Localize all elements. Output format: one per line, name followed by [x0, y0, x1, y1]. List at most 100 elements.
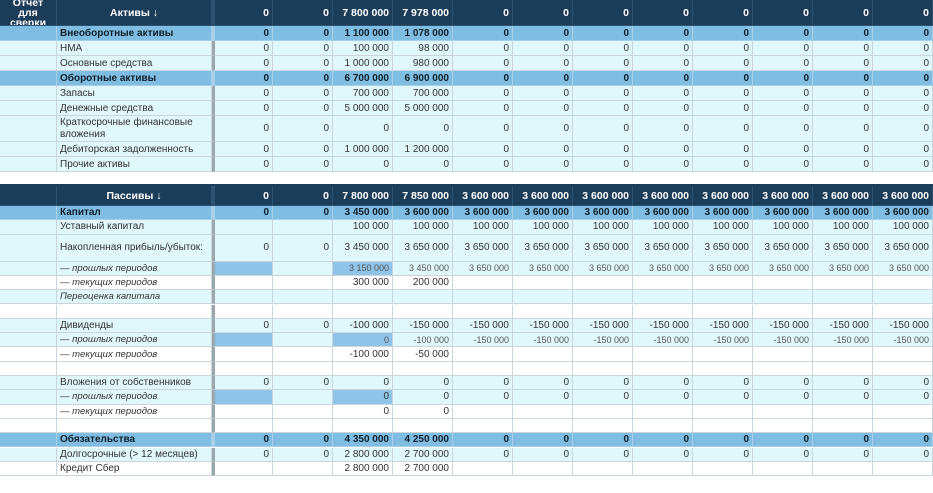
value-cell[interactable]: 3 650 000: [513, 234, 573, 262]
value-cell[interactable]: -150 000: [873, 333, 933, 348]
value-cell[interactable]: -50 000: [393, 347, 453, 362]
value-cell[interactable]: 0: [873, 157, 933, 172]
value-cell[interactable]: 0: [273, 0, 333, 26]
value-cell[interactable]: 0: [273, 186, 333, 206]
value-cell[interactable]: -150 000: [513, 318, 573, 334]
value-cell[interactable]: [753, 404, 813, 419]
value-cell[interactable]: 100 000: [633, 220, 693, 235]
value-cell[interactable]: 3 600 000: [873, 186, 933, 206]
value-cell[interactable]: [273, 390, 333, 405]
value-cell[interactable]: [873, 404, 933, 419]
value-cell[interactable]: 0: [212, 71, 273, 86]
value-cell[interactable]: 0: [513, 447, 573, 462]
value-cell[interactable]: 3 650 000: [633, 261, 693, 276]
value-cell[interactable]: 6 900 000: [393, 71, 453, 86]
value-cell[interactable]: -150 000: [753, 318, 813, 334]
value-cell[interactable]: 6 700 000: [333, 71, 393, 86]
value-cell[interactable]: [273, 461, 333, 477]
value-cell[interactable]: 0: [333, 333, 393, 348]
value-cell[interactable]: 0: [693, 157, 753, 172]
value-cell[interactable]: 0: [693, 86, 753, 101]
value-cell[interactable]: [753, 361, 813, 376]
value-cell[interactable]: 0: [873, 390, 933, 405]
value-cell[interactable]: 0: [393, 116, 453, 142]
value-cell[interactable]: [273, 261, 333, 276]
value-cell[interactable]: 0: [753, 86, 813, 101]
value-cell[interactable]: [212, 220, 273, 235]
section-header-label[interactable]: Пассивы ↓: [57, 186, 212, 206]
value-cell[interactable]: -150 000: [693, 333, 753, 348]
value-cell[interactable]: 1 000 000: [333, 142, 393, 157]
value-cell[interactable]: 3 600 000: [633, 206, 693, 221]
value-cell[interactable]: 3 650 000: [693, 234, 753, 262]
value-cell[interactable]: [212, 418, 273, 434]
value-cell[interactable]: 100 000: [333, 220, 393, 235]
value-cell[interactable]: 0: [453, 390, 513, 405]
value-cell[interactable]: 0: [573, 86, 633, 101]
value-cell[interactable]: [813, 418, 873, 434]
value-cell[interactable]: 0: [393, 157, 453, 172]
value-cell[interactable]: 980 000: [393, 56, 453, 71]
value-cell[interactable]: 3 650 000: [453, 261, 513, 276]
row-label[interactable]: Внеоборотные активы: [57, 26, 212, 41]
value-cell[interactable]: 0: [573, 56, 633, 71]
value-cell[interactable]: 0: [633, 390, 693, 405]
value-cell[interactable]: 0: [573, 433, 633, 448]
value-cell[interactable]: 7 978 000: [393, 0, 453, 26]
value-cell[interactable]: [633, 275, 693, 291]
row-marker-cell[interactable]: [0, 433, 57, 448]
value-cell[interactable]: 0: [813, 56, 873, 71]
value-cell[interactable]: 0: [453, 157, 513, 172]
value-cell[interactable]: 0: [873, 101, 933, 116]
value-cell[interactable]: 0: [633, 71, 693, 86]
value-cell[interactable]: 2 700 000: [393, 461, 453, 477]
value-cell[interactable]: 0: [573, 0, 633, 26]
value-cell[interactable]: 7 800 000: [333, 186, 393, 206]
value-cell[interactable]: [633, 404, 693, 419]
value-cell[interactable]: 3 650 000: [453, 234, 513, 262]
value-cell[interactable]: 3 150 000: [333, 261, 393, 276]
value-cell[interactable]: [573, 347, 633, 362]
value-cell[interactable]: 0: [273, 101, 333, 116]
value-cell[interactable]: [273, 304, 333, 319]
value-cell[interactable]: [333, 304, 393, 319]
value-cell[interactable]: 2 800 000: [333, 447, 393, 462]
value-cell[interactable]: 0: [813, 41, 873, 56]
value-cell[interactable]: 3 650 000: [873, 234, 933, 262]
value-cell[interactable]: 3 600 000: [573, 206, 633, 221]
value-cell[interactable]: [273, 361, 333, 376]
value-cell[interactable]: 0: [273, 234, 333, 262]
value-cell[interactable]: 0: [573, 116, 633, 142]
value-cell[interactable]: 0: [212, 376, 273, 391]
row-label[interactable]: [57, 361, 212, 376]
value-cell[interactable]: 0: [513, 116, 573, 142]
value-cell[interactable]: 0: [753, 116, 813, 142]
value-cell[interactable]: 0: [873, 0, 933, 26]
value-cell[interactable]: [813, 290, 873, 305]
value-cell[interactable]: 0: [513, 56, 573, 71]
value-cell[interactable]: [693, 304, 753, 319]
value-cell[interactable]: [273, 275, 333, 291]
value-cell[interactable]: 3 450 000: [393, 261, 453, 276]
value-cell[interactable]: 3 600 000: [513, 206, 573, 221]
value-cell[interactable]: 3 650 000: [813, 261, 873, 276]
value-cell[interactable]: [573, 404, 633, 419]
value-cell[interactable]: 0: [693, 56, 753, 71]
value-cell[interactable]: 0: [273, 206, 333, 221]
value-cell[interactable]: 5 000 000: [393, 101, 453, 116]
value-cell[interactable]: [813, 347, 873, 362]
row-label[interactable]: [57, 418, 212, 434]
value-cell[interactable]: [513, 361, 573, 376]
row-marker-cell[interactable]: [0, 220, 57, 235]
value-cell[interactable]: 0: [513, 376, 573, 391]
value-cell[interactable]: -150 000: [393, 318, 453, 334]
value-cell[interactable]: 3 450 000: [333, 206, 393, 221]
value-cell[interactable]: 100 000: [693, 220, 753, 235]
value-cell[interactable]: [333, 290, 393, 305]
value-cell[interactable]: 100 000: [333, 41, 393, 56]
row-label[interactable]: — прошлых периодов: [57, 390, 212, 405]
value-cell[interactable]: 1 100 000: [333, 26, 393, 41]
value-cell[interactable]: [573, 290, 633, 305]
value-cell[interactable]: 100 000: [813, 220, 873, 235]
value-cell[interactable]: [513, 275, 573, 291]
